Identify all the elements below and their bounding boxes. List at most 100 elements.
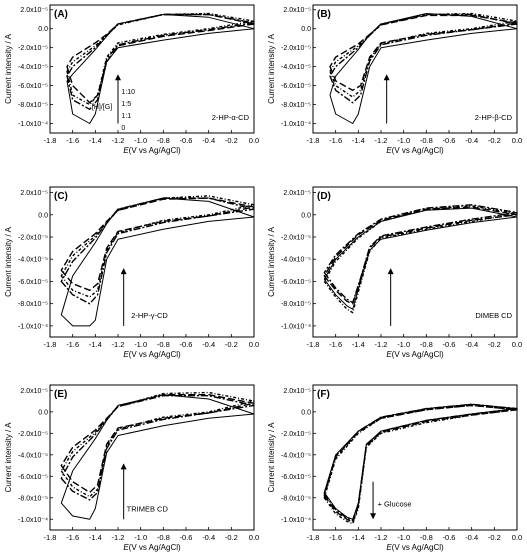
arrow-down-icon <box>370 513 377 520</box>
x-tick-label: -1.6 <box>329 340 342 349</box>
y-tick-label: 0.0 <box>38 26 48 33</box>
x-tick-label: -1.2 <box>112 533 125 542</box>
cv-curve-2 <box>60 197 255 291</box>
x-tick-label: -1.6 <box>66 340 79 349</box>
x-tick-label: -1.8 <box>307 136 320 145</box>
x-tick-label: -1.0 <box>134 340 147 349</box>
y-tick-label: -4.0x10⁻⁵ <box>281 257 311 264</box>
y-tick-label: 2.0x10⁻⁵ <box>20 190 48 197</box>
x-tick-label: -0.8 <box>420 340 433 349</box>
cv-curve-1 <box>329 13 518 124</box>
arrow-up-icon <box>120 268 127 275</box>
x-tick-label: -0.6 <box>180 533 193 542</box>
plot-frame <box>312 186 518 338</box>
x-tick-label: -1.4 <box>352 533 365 542</box>
x-axis-title: E(V vs Ag/AgCl) <box>386 146 444 155</box>
y-tick-label: 0.0 <box>301 212 311 219</box>
cv-curve-1 <box>323 403 518 520</box>
plot-frame <box>312 384 518 531</box>
x-tick-label: -1.4 <box>89 533 102 542</box>
y-tick-label: -2.0x10⁻⁵ <box>18 45 48 52</box>
x-tick-label: -1.2 <box>375 340 388 349</box>
y-axis-title: Current intensity / A <box>267 226 276 296</box>
y-tick-label: -2.0x10⁻⁵ <box>281 45 311 52</box>
y-tick-label: -8.0x10⁻⁵ <box>18 495 48 502</box>
y-tick-label: -6.0x10⁻⁵ <box>281 83 311 90</box>
annotation-label: + Glucose <box>378 499 412 508</box>
y-tick-label: -2.0x10⁻⁵ <box>18 431 48 438</box>
x-tick-label: -0.4 <box>465 340 478 349</box>
x-tick-label: -0.2 <box>225 136 238 145</box>
x-tick-label: -1.0 <box>134 136 147 145</box>
arrow-up-icon <box>115 74 121 81</box>
y-tick-label: -1.0x10⁻⁴ <box>18 517 48 524</box>
y-tick-label: -4.0x10⁻⁵ <box>18 64 48 71</box>
cv-curve-3 <box>66 12 255 106</box>
x-axis-title: E(V vs Ag/AgCl) <box>123 350 181 359</box>
annotation-label: 2-HP-β-CD <box>475 113 513 122</box>
arrow-up-icon <box>383 74 390 81</box>
y-tick-label: -6.0x10⁻⁵ <box>281 474 311 481</box>
y-tick-label: -6.0x10⁻⁵ <box>18 83 48 90</box>
y-tick-label: -1.0x10⁻⁴ <box>281 121 311 128</box>
cv-curve-2 <box>329 14 518 91</box>
annotation-label: 2-HP-γ-CD <box>131 311 168 320</box>
panel-b: -1.8 -1.6 -1.4 -1.2 -1.0 -0.8 -0.6 -0.4 -0.2 0.0 2… <box>267 4 522 155</box>
arrow-up-icon <box>120 463 127 470</box>
x-tick-label: -1.0 <box>397 136 410 145</box>
x-tick-label: -0.6 <box>443 136 456 145</box>
y-tick-label: 0.0 <box>301 26 311 33</box>
y-axis-title: Current intensity / A <box>4 422 13 492</box>
y-tick-label: -6.0x10⁻⁵ <box>281 279 311 286</box>
y-tick-label: -2.0x10⁻⁵ <box>281 431 311 438</box>
y-tick-label: -4.0x10⁻⁵ <box>281 452 311 459</box>
x-tick-label: -1.8 <box>44 136 57 145</box>
panel-d: -1.8 -1.6 -1.4 -1.2 -1.0 -0.8 -0.6 -0.4 -0.2 0.0 2… <box>267 186 522 359</box>
plot-frame <box>49 186 255 338</box>
ratio-label: 1:1 <box>121 113 131 120</box>
x-tick-label: -0.6 <box>180 340 193 349</box>
cv-curve-2 <box>60 394 255 494</box>
x-tick-label: -1.2 <box>375 136 388 145</box>
y-tick-label: 0.0 <box>38 212 48 219</box>
y-axis-title: Current intensity / A <box>4 226 13 296</box>
cv-curve-3 <box>323 205 518 314</box>
y-tick-label: -8.0x10⁻⁵ <box>281 102 311 109</box>
y-tick-label: -8.0x10⁻⁵ <box>281 495 311 502</box>
y-tick-label: 2.0x10⁻⁵ <box>20 7 48 14</box>
cv-curve-4 <box>323 204 518 304</box>
panel-label: (A) <box>54 9 68 20</box>
cv-curve-1 <box>60 197 255 327</box>
y-axis-title: Current intensity / A <box>267 33 276 103</box>
y-tick-label: -8.0x10⁻⁵ <box>18 102 48 109</box>
y-tick-label: 2.0x10⁻⁵ <box>20 388 48 395</box>
cv-curve-2 <box>323 404 518 524</box>
plot-frame <box>49 384 255 531</box>
x-tick-label: -0.4 <box>202 533 215 542</box>
x-tick-label: -1.8 <box>307 533 320 542</box>
panel-e: -1.8 -1.6 -1.4 -1.2 -1.0 -0.8 -0.6 -0.4 -0.2 0.0 2… <box>4 384 259 552</box>
x-axis-title: E(V vs Ag/AgCl) <box>386 543 444 552</box>
y-axis-title: Current intensity / A <box>267 422 276 492</box>
x-tick-label: -0.4 <box>465 533 478 542</box>
x-tick-label: -0.2 <box>225 340 238 349</box>
cv-curve-4 <box>66 13 255 110</box>
cv-curve-4 <box>60 197 255 305</box>
x-tick-label: -1.8 <box>307 340 320 349</box>
cv-curve-3 <box>329 12 518 98</box>
x-axis-title: E(V vs Ag/AgCl) <box>123 543 181 552</box>
y-tick-label: 2.0x10⁻⁵ <box>283 7 311 14</box>
y-tick-label: -4.0x10⁻⁵ <box>18 257 48 264</box>
ratio-label: 0 <box>121 125 125 132</box>
y-tick-label: -8.0x10⁻⁵ <box>281 301 311 308</box>
x-tick-label: -1.2 <box>375 533 388 542</box>
panel-label: (B) <box>317 9 331 20</box>
x-tick-label: -1.6 <box>66 136 79 145</box>
x-tick-label: 0.0 <box>249 340 259 349</box>
x-tick-label: -0.6 <box>443 533 456 542</box>
y-tick-label: -2.0x10⁻⁵ <box>281 235 311 242</box>
x-tick-label: -1.4 <box>89 136 102 145</box>
x-tick-label: 0.0 <box>512 136 522 145</box>
annotation-label: 2-HP-α-CD <box>212 113 250 122</box>
cv-curve-3 <box>60 391 255 498</box>
